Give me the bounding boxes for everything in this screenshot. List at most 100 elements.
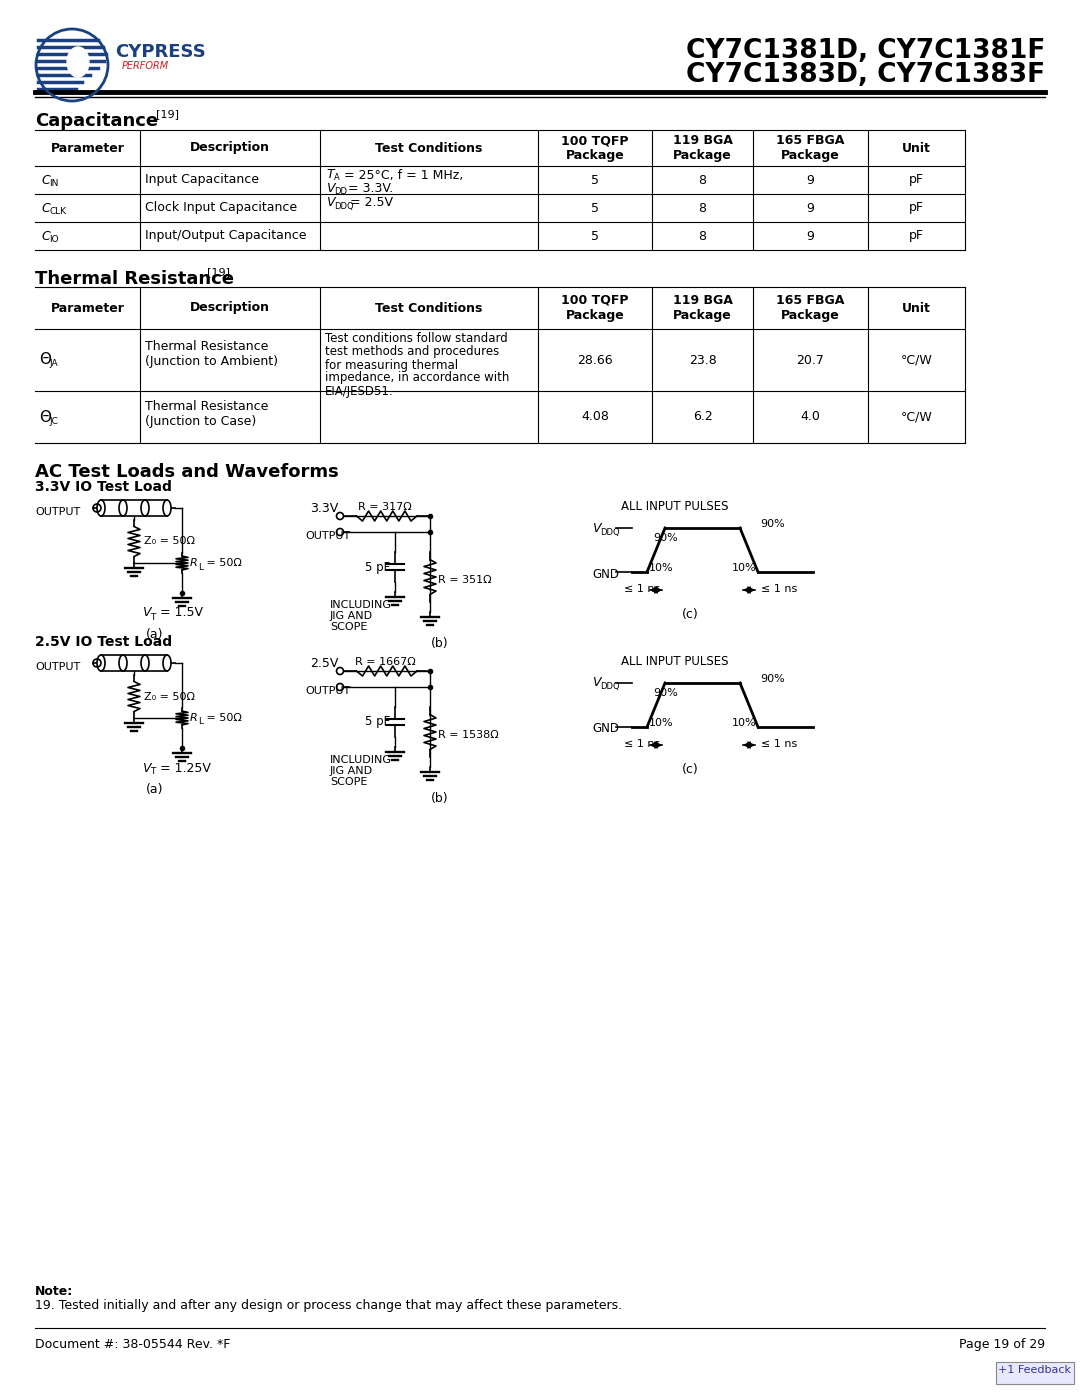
Text: Input/Output Capacitance: Input/Output Capacitance <box>145 229 307 243</box>
Text: Parameter: Parameter <box>51 141 124 155</box>
Text: V: V <box>141 761 150 774</box>
Text: 90%: 90% <box>653 687 678 698</box>
Text: Thermal Resistance: Thermal Resistance <box>145 401 268 414</box>
Text: 100 TQFP: 100 TQFP <box>562 293 629 306</box>
Text: ≤ 1 ns: ≤ 1 ns <box>624 584 660 594</box>
Ellipse shape <box>163 655 171 671</box>
Text: test methods and procedures: test methods and procedures <box>325 345 499 359</box>
Text: CY7C1381D, CY7C1381F: CY7C1381D, CY7C1381F <box>686 38 1045 64</box>
Text: 119 BGA: 119 BGA <box>673 293 732 306</box>
Text: 9: 9 <box>807 229 814 243</box>
Text: DDQ: DDQ <box>600 683 620 692</box>
Text: for measuring thermal: for measuring thermal <box>325 359 458 372</box>
Text: 100 TQFP: 100 TQFP <box>562 134 629 148</box>
Text: DDQ: DDQ <box>334 201 353 211</box>
Text: Test Conditions: Test Conditions <box>376 141 483 155</box>
Text: OUTPUT: OUTPUT <box>305 686 350 696</box>
Text: V: V <box>592 676 600 690</box>
Text: DD: DD <box>334 187 347 197</box>
Text: Note:: Note: <box>35 1285 73 1298</box>
Text: GND: GND <box>592 722 619 735</box>
Text: EIA/JESD51.: EIA/JESD51. <box>325 384 393 398</box>
Text: R = 1667Ω: R = 1667Ω <box>354 657 416 666</box>
Text: ≤ 1 ns: ≤ 1 ns <box>761 739 797 749</box>
Text: Parameter: Parameter <box>51 302 124 314</box>
Text: Package: Package <box>673 310 732 323</box>
Text: INCLUDING: INCLUDING <box>330 599 392 610</box>
Text: 90%: 90% <box>760 520 785 529</box>
Text: C: C <box>41 173 50 187</box>
Text: (c): (c) <box>681 608 699 622</box>
Text: Test conditions follow standard: Test conditions follow standard <box>325 332 508 345</box>
Text: Page 19 of 29: Page 19 of 29 <box>959 1338 1045 1351</box>
Text: DDQ: DDQ <box>600 528 620 536</box>
Text: L: L <box>198 718 203 726</box>
Text: R = 1538Ω: R = 1538Ω <box>438 731 499 740</box>
Ellipse shape <box>119 500 127 515</box>
Text: JC: JC <box>49 416 58 426</box>
Text: GND: GND <box>592 567 619 581</box>
Bar <box>996 1362 1074 1384</box>
Text: [19]: [19] <box>207 267 230 277</box>
Text: 23.8: 23.8 <box>689 353 716 366</box>
Text: 165 FBGA: 165 FBGA <box>777 293 845 306</box>
Text: ALL INPUT PULSES: ALL INPUT PULSES <box>621 655 729 668</box>
Text: Unit: Unit <box>902 302 931 314</box>
Text: CY7C1383D, CY7C1383F: CY7C1383D, CY7C1383F <box>686 61 1045 88</box>
Text: Package: Package <box>673 148 732 162</box>
Text: (b): (b) <box>431 637 449 650</box>
Text: AC Test Loads and Waveforms: AC Test Loads and Waveforms <box>35 462 339 481</box>
Text: OUTPUT: OUTPUT <box>305 531 350 541</box>
Text: °C/W: °C/W <box>901 353 932 366</box>
Text: 28.66: 28.66 <box>577 353 612 366</box>
Text: 5: 5 <box>591 173 599 187</box>
Text: Capacitance: Capacitance <box>35 112 158 130</box>
Text: 10%: 10% <box>649 563 674 573</box>
Text: Thermal Resistance: Thermal Resistance <box>145 341 268 353</box>
Ellipse shape <box>163 500 171 515</box>
Text: = 25°C, f = 1 MHz,: = 25°C, f = 1 MHz, <box>340 169 463 182</box>
Text: 10%: 10% <box>731 718 756 728</box>
Text: 4.08: 4.08 <box>581 411 609 423</box>
Bar <box>35 286 966 443</box>
Text: Clock Input Capacitance: Clock Input Capacitance <box>145 201 297 215</box>
Text: 20.7: 20.7 <box>797 353 824 366</box>
Text: (Junction to Case): (Junction to Case) <box>145 415 256 427</box>
Text: °C/W: °C/W <box>901 411 932 423</box>
Text: ≤ 1 ns: ≤ 1 ns <box>761 584 797 594</box>
Ellipse shape <box>141 500 149 515</box>
Text: V: V <box>326 197 335 210</box>
Ellipse shape <box>67 47 89 77</box>
Text: impedance, in accordance with: impedance, in accordance with <box>325 372 510 384</box>
Text: R: R <box>190 557 198 569</box>
Text: 2.5V IO Test Load: 2.5V IO Test Load <box>35 636 172 650</box>
Text: Package: Package <box>781 148 840 162</box>
Text: PERFORM: PERFORM <box>122 61 170 71</box>
Text: 90%: 90% <box>760 673 785 685</box>
Text: JIG AND: JIG AND <box>330 610 373 622</box>
Text: IO: IO <box>49 236 58 244</box>
Text: R: R <box>190 712 198 724</box>
Text: 10%: 10% <box>649 718 674 728</box>
Text: = 50Ω: = 50Ω <box>203 712 242 724</box>
Text: A: A <box>334 173 340 183</box>
Text: OUTPUT: OUTPUT <box>35 507 80 517</box>
Text: 165 FBGA: 165 FBGA <box>777 134 845 148</box>
Text: V: V <box>326 183 335 196</box>
Text: SCOPE: SCOPE <box>330 622 367 631</box>
Text: 4.0: 4.0 <box>800 411 821 423</box>
Text: 2.5V: 2.5V <box>310 657 338 671</box>
Text: INCLUDING: INCLUDING <box>330 754 392 766</box>
Text: 5: 5 <box>591 229 599 243</box>
Text: 5 pF: 5 pF <box>365 560 390 574</box>
Text: +1 Feedback: +1 Feedback <box>999 1365 1071 1375</box>
Text: IN: IN <box>49 179 58 189</box>
Bar <box>102 655 167 671</box>
Text: T: T <box>150 767 156 777</box>
Text: L: L <box>198 563 203 571</box>
Text: ≤ 1 ns: ≤ 1 ns <box>624 739 660 749</box>
Text: Θ: Θ <box>39 352 51 367</box>
Bar <box>35 130 966 250</box>
Text: Thermal Resistance: Thermal Resistance <box>35 270 234 288</box>
Text: pF: pF <box>909 201 924 215</box>
